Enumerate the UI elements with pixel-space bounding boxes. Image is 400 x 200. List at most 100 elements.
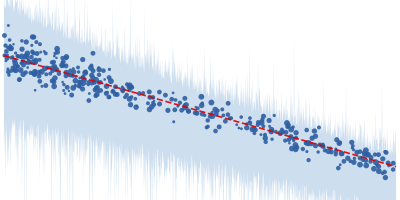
Point	[220, 114, 226, 117]
Point	[67, 69, 74, 72]
Point	[14, 54, 21, 58]
Point	[34, 52, 40, 55]
Point	[63, 56, 69, 60]
Point	[90, 76, 96, 80]
Point	[11, 59, 18, 62]
Point	[9, 55, 16, 59]
Point	[262, 133, 268, 136]
Point	[51, 80, 57, 83]
Point	[126, 84, 133, 87]
Point	[32, 72, 39, 75]
Point	[293, 131, 299, 134]
Point	[337, 141, 343, 144]
Point	[54, 68, 60, 71]
Point	[228, 117, 234, 120]
Point	[19, 48, 25, 51]
Point	[16, 55, 22, 58]
Point	[20, 63, 27, 67]
Point	[246, 121, 253, 125]
Point	[140, 91, 146, 95]
Point	[183, 103, 190, 106]
Point	[284, 121, 290, 125]
Point	[199, 102, 206, 105]
Point	[75, 70, 82, 74]
Point	[81, 78, 87, 81]
Point	[60, 81, 66, 84]
Point	[280, 132, 286, 135]
Point	[127, 103, 134, 106]
Point	[42, 52, 49, 55]
Point	[36, 75, 42, 78]
Point	[80, 74, 86, 78]
Point	[88, 66, 94, 69]
Point	[50, 62, 56, 66]
Point	[72, 75, 79, 78]
Point	[103, 85, 110, 88]
Point	[108, 80, 114, 83]
Point	[363, 159, 369, 162]
Point	[290, 139, 297, 142]
Point	[7, 44, 13, 47]
Point	[333, 150, 339, 153]
Point	[320, 144, 326, 148]
Point	[97, 81, 104, 84]
Point	[94, 86, 100, 89]
Point	[129, 86, 135, 89]
Point	[2, 54, 8, 57]
Point	[225, 102, 231, 105]
Point	[51, 54, 58, 58]
Point	[44, 66, 50, 69]
Point	[347, 160, 354, 163]
Point	[43, 73, 50, 76]
Point	[8, 56, 14, 59]
Point	[277, 132, 284, 135]
Point	[71, 70, 77, 73]
Point	[258, 133, 264, 136]
Point	[357, 156, 363, 160]
Point	[288, 128, 294, 131]
Point	[63, 55, 70, 58]
Point	[209, 115, 216, 118]
Point	[238, 115, 244, 119]
Point	[226, 117, 233, 120]
Point	[194, 107, 201, 110]
Point	[350, 148, 357, 151]
Point	[204, 126, 210, 129]
Point	[246, 120, 253, 123]
Point	[49, 61, 55, 64]
Point	[126, 97, 133, 101]
Point	[72, 83, 78, 86]
Point	[60, 89, 67, 92]
Point	[18, 62, 24, 65]
Point	[284, 125, 291, 128]
Point	[96, 73, 102, 76]
Point	[93, 78, 99, 81]
Point	[96, 81, 102, 84]
Point	[50, 60, 57, 64]
Point	[172, 108, 178, 111]
Point	[325, 150, 332, 153]
Point	[136, 92, 142, 95]
Point	[260, 125, 266, 128]
Point	[279, 128, 285, 131]
Point	[19, 61, 26, 64]
Point	[341, 160, 347, 163]
Point	[70, 67, 76, 70]
Point	[150, 96, 156, 99]
Point	[6, 73, 12, 77]
Point	[294, 146, 300, 149]
Point	[37, 43, 43, 46]
Point	[204, 119, 211, 122]
Point	[67, 73, 73, 76]
Point	[312, 144, 319, 147]
Point	[95, 90, 102, 93]
Point	[321, 146, 327, 149]
Point	[26, 60, 32, 63]
Point	[96, 68, 102, 71]
Point	[262, 140, 269, 143]
Point	[12, 65, 19, 68]
Point	[293, 136, 299, 139]
Point	[208, 112, 214, 116]
Point	[238, 127, 245, 130]
Point	[219, 108, 226, 111]
